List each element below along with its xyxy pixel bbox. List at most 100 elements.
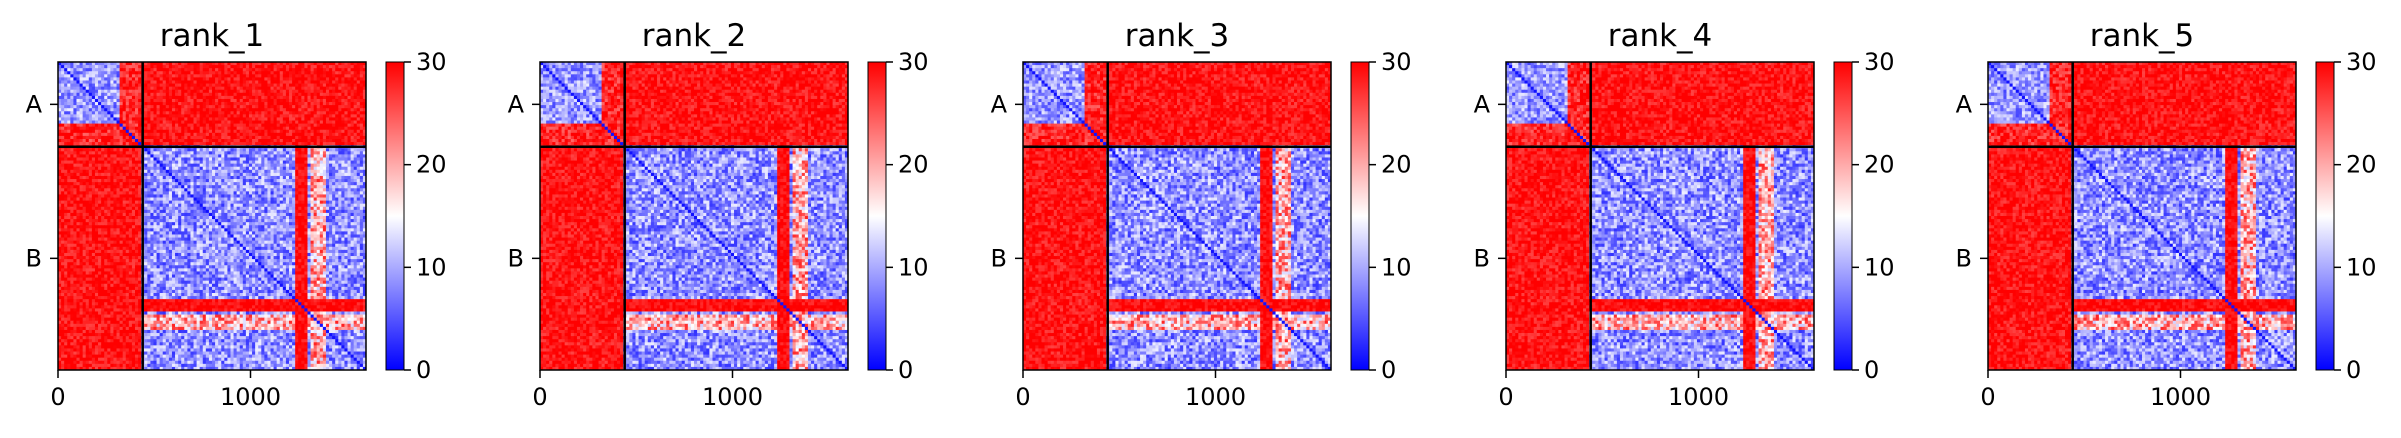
heatmap-cell bbox=[316, 197, 321, 201]
heatmap-cell bbox=[289, 191, 293, 195]
heatmap-cell bbox=[202, 194, 207, 198]
heatmap-cell bbox=[190, 206, 194, 211]
heatmap-cell bbox=[61, 163, 65, 168]
heatmap-cell bbox=[319, 95, 324, 100]
heatmap-cell bbox=[131, 92, 136, 97]
heatmap-cell bbox=[67, 139, 71, 143]
heatmap-cell bbox=[282, 160, 287, 165]
heatmap-cell bbox=[85, 62, 90, 66]
heatmap-cell bbox=[181, 163, 185, 168]
heatmap-cell bbox=[159, 182, 164, 186]
heatmap-cell bbox=[116, 188, 120, 192]
heatmap-cell bbox=[116, 68, 120, 72]
heatmap-cell bbox=[88, 92, 93, 97]
heatmap-cell bbox=[61, 185, 65, 189]
heatmap-cell bbox=[310, 111, 315, 115]
heatmap-cell bbox=[307, 175, 311, 180]
heatmap-cell bbox=[76, 102, 80, 106]
heatmap-cell bbox=[310, 123, 315, 128]
heatmap-cell bbox=[110, 62, 114, 66]
heatmap-cell bbox=[190, 65, 194, 69]
heatmap-cell bbox=[131, 120, 136, 124]
heatmap-cell bbox=[187, 142, 191, 146]
heatmap-cell bbox=[175, 62, 179, 66]
heatmap-cell bbox=[193, 197, 197, 201]
heatmap-cell bbox=[150, 105, 154, 109]
heatmap-cell bbox=[190, 212, 194, 217]
heatmap-cell bbox=[196, 77, 201, 81]
heatmap-cell bbox=[221, 209, 225, 214]
heatmap-cell bbox=[230, 62, 234, 66]
heatmap-cell bbox=[218, 65, 222, 69]
heatmap-cell bbox=[310, 200, 315, 205]
heatmap-cell bbox=[227, 172, 231, 177]
heatmap-cell bbox=[255, 80, 259, 84]
heatmap-cell bbox=[245, 142, 250, 146]
heatmap-cell bbox=[205, 175, 210, 180]
heatmap-cell bbox=[322, 182, 327, 186]
heatmap-cell bbox=[215, 185, 219, 189]
heatmap-cell bbox=[261, 157, 265, 161]
heatmap-cell bbox=[301, 105, 305, 109]
heatmap-cell bbox=[289, 120, 293, 124]
heatmap-cell bbox=[168, 160, 173, 165]
heatmap-cell bbox=[292, 154, 296, 158]
heatmap-cell bbox=[350, 191, 355, 195]
heatmap-cell bbox=[264, 197, 268, 201]
heatmap-cell bbox=[289, 188, 293, 192]
heatmap-cell bbox=[98, 129, 102, 134]
heatmap-cell bbox=[98, 182, 102, 186]
heatmap-cell bbox=[144, 80, 148, 84]
heatmap-cell bbox=[307, 203, 311, 208]
heatmap-cell bbox=[131, 185, 136, 189]
heatmap-cell bbox=[199, 154, 204, 158]
heatmap-cell bbox=[150, 151, 154, 155]
heatmap-cell bbox=[292, 191, 296, 195]
heatmap-cell bbox=[79, 114, 84, 118]
heatmap-cell bbox=[218, 194, 222, 198]
heatmap-cell bbox=[347, 89, 351, 94]
heatmap-cell bbox=[85, 185, 90, 189]
heatmap-cell bbox=[307, 194, 311, 198]
heatmap-cell bbox=[267, 132, 271, 137]
heatmap-cell bbox=[70, 139, 74, 143]
heatmap-cell bbox=[150, 132, 154, 137]
heatmap-cell bbox=[91, 77, 96, 81]
heatmap-cell bbox=[116, 86, 120, 91]
heatmap-cell bbox=[230, 203, 234, 208]
heatmap-cell bbox=[338, 123, 342, 128]
heatmap-cell bbox=[88, 206, 93, 211]
heatmap-cell bbox=[101, 98, 105, 103]
heatmap-cell bbox=[73, 160, 77, 165]
heatmap-cell bbox=[292, 114, 296, 118]
heatmap-cell bbox=[156, 157, 161, 161]
heatmap-cell bbox=[187, 163, 191, 168]
heatmap-cell bbox=[236, 203, 241, 208]
heatmap-cell bbox=[76, 71, 80, 75]
heatmap-cell bbox=[279, 197, 284, 201]
heatmap-cell bbox=[165, 92, 170, 97]
heatmap-cell bbox=[289, 157, 293, 161]
heatmap-cell bbox=[110, 142, 114, 146]
heatmap-cell bbox=[199, 182, 204, 186]
heatmap-cell bbox=[267, 179, 271, 183]
heatmap-cell bbox=[79, 108, 84, 112]
heatmap-cell bbox=[64, 65, 68, 69]
heatmap-cell bbox=[230, 102, 234, 106]
heatmap-cell bbox=[289, 160, 293, 165]
heatmap-cell bbox=[276, 102, 281, 106]
heatmap-cell bbox=[362, 68, 367, 72]
heatmap-cell bbox=[94, 132, 99, 137]
heatmap-cell bbox=[353, 126, 358, 131]
heatmap-cell bbox=[138, 212, 142, 217]
heatmap-cell bbox=[258, 212, 262, 217]
heatmap-cell bbox=[208, 102, 213, 106]
heatmap-cell bbox=[332, 92, 336, 97]
heatmap-cell bbox=[113, 92, 117, 97]
heatmap-cell bbox=[325, 209, 330, 214]
heatmap-cell bbox=[341, 157, 345, 161]
heatmap-cell bbox=[107, 151, 111, 155]
heatmap-cell bbox=[338, 89, 342, 94]
heatmap-cell bbox=[208, 132, 213, 137]
heatmap-cell bbox=[193, 111, 197, 115]
